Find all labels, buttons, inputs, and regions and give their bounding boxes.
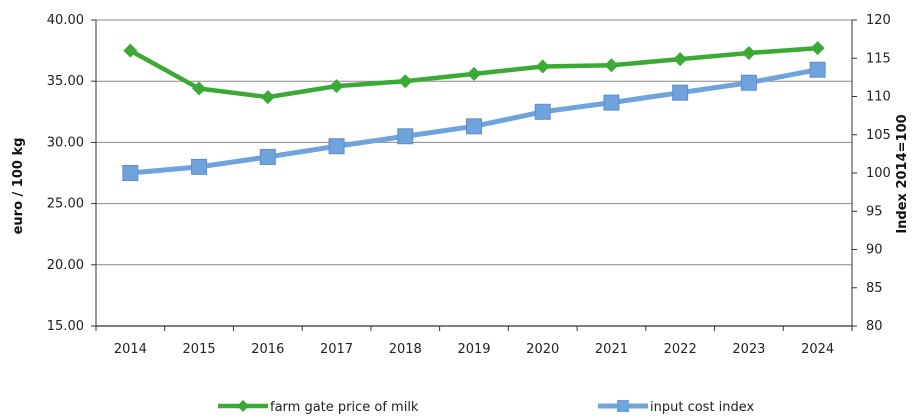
data-point-square bbox=[534, 103, 551, 120]
data-point-diamond bbox=[604, 58, 619, 73]
data-point-square bbox=[191, 158, 208, 175]
y-right-tick-label: 100 bbox=[866, 166, 891, 181]
data-point-diamond bbox=[398, 74, 413, 89]
data-point-diamond bbox=[535, 59, 550, 74]
y-left-tick-label: 40.00 bbox=[47, 13, 84, 28]
data-point-diamond bbox=[810, 41, 825, 56]
x-tick-label: 2021 bbox=[595, 342, 628, 357]
x-tick-label: 2020 bbox=[526, 342, 559, 357]
x-tick-label: 2016 bbox=[251, 342, 284, 357]
x-tick-label: 2018 bbox=[389, 342, 422, 357]
y-right-tick-label: 110 bbox=[866, 90, 891, 105]
data-point-square bbox=[259, 148, 276, 165]
y-left-tick-label: 30.00 bbox=[47, 135, 84, 150]
legend-marker-diamond bbox=[237, 400, 249, 412]
data-point-diamond bbox=[260, 90, 275, 105]
data-point-diamond bbox=[123, 43, 138, 58]
data-point-square bbox=[603, 94, 620, 111]
y-right-axis-title: Index 2014=100 bbox=[895, 114, 910, 233]
legend-marker-square bbox=[617, 400, 629, 412]
y-right-tick-label: 90 bbox=[866, 243, 883, 258]
x-tick-label: 2014 bbox=[114, 342, 147, 357]
legend-label: farm gate price of milk bbox=[270, 400, 419, 415]
data-point-diamond bbox=[741, 46, 756, 61]
grid bbox=[96, 19, 852, 266]
y-right-tick-label: 105 bbox=[866, 128, 891, 143]
y-left-tick-label: 15.00 bbox=[47, 319, 84, 334]
x-tick-label: 2022 bbox=[664, 342, 697, 357]
data-point-diamond bbox=[467, 66, 481, 81]
data-point-square bbox=[809, 61, 826, 78]
data-point-square bbox=[466, 118, 482, 135]
x-tick-label: 2024 bbox=[801, 342, 834, 357]
data-point-square bbox=[397, 128, 414, 145]
y-right-tick-label: 85 bbox=[866, 281, 883, 296]
legend-label: input cost index bbox=[650, 400, 755, 415]
x-tick-label: 2015 bbox=[183, 342, 216, 357]
data-point-diamond bbox=[192, 81, 207, 96]
data-point-square bbox=[740, 74, 757, 91]
y-right-tick-label: 120 bbox=[866, 13, 891, 28]
y-right-tick-label: 115 bbox=[866, 51, 891, 66]
data-point-square bbox=[122, 165, 139, 181]
axes: 15.00 20.00 25.00 30.00 35.00 40.00 80 85 90 95 10… bbox=[47, 13, 891, 357]
x-tick-label: 2019 bbox=[457, 342, 490, 357]
y-left-tick-label: 20.00 bbox=[47, 258, 84, 273]
data-point-diamond bbox=[329, 79, 344, 94]
data-point-diamond bbox=[673, 52, 688, 67]
y-left-tick-label: 25.00 bbox=[47, 197, 84, 212]
legend: farm gate price of milk input cost index bbox=[218, 400, 755, 415]
y-right-tick-label: 80 bbox=[866, 319, 883, 334]
y-left-tick-label: 35.00 bbox=[47, 74, 84, 89]
y-right-tick-label: 95 bbox=[866, 204, 883, 219]
data-point-square bbox=[328, 138, 345, 155]
x-tick-label: 2017 bbox=[320, 342, 353, 357]
x-tick-label: 2023 bbox=[732, 342, 765, 357]
data-point-square bbox=[672, 84, 689, 101]
y-left-axis-title: euro / 100 kg bbox=[11, 138, 26, 235]
series bbox=[122, 41, 826, 181]
